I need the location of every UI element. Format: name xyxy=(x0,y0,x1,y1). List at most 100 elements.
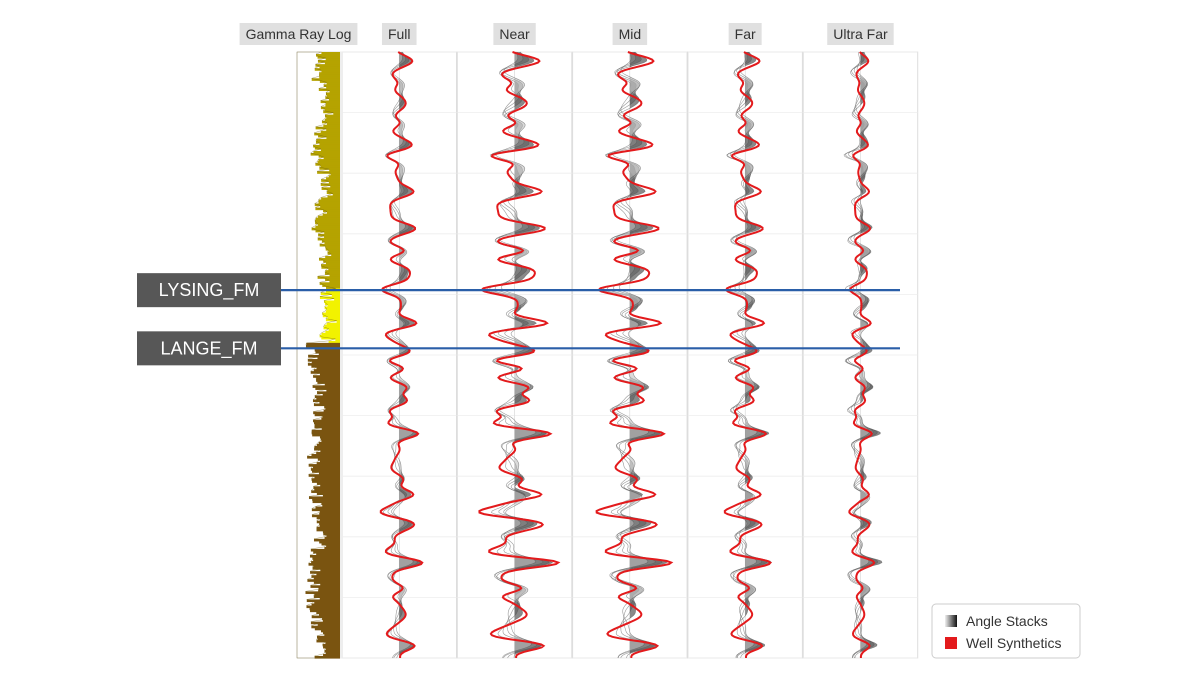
gamma-ray-sample xyxy=(319,401,340,405)
gamma-ray-sample xyxy=(317,237,340,241)
gamma-ray-panel xyxy=(296,51,341,659)
gamma-ray-sample xyxy=(311,575,340,578)
gamma-ray-sample xyxy=(326,177,340,180)
gamma-ray-sample xyxy=(324,62,340,65)
gamma-ray-sample xyxy=(314,395,340,399)
gamma-header-strip xyxy=(239,23,358,45)
ultra-far-angle-stack-trace xyxy=(845,51,874,659)
gamma-ray-sample xyxy=(315,225,340,229)
gamma-ray-sample xyxy=(319,518,340,522)
gamma-ray-sample xyxy=(321,120,340,124)
gamma-ray-sample xyxy=(316,462,340,465)
gamma-ray-sample xyxy=(310,609,340,613)
gamma-ray-sample xyxy=(318,155,340,158)
near-header-label: Near xyxy=(499,26,530,42)
ultra-far-header-label: Ultra Far xyxy=(833,26,888,42)
gamma-ray-sample xyxy=(323,653,340,657)
gamma-ray-sample xyxy=(324,300,340,304)
gamma-ray-sample xyxy=(311,365,340,368)
gamma-ray-sample xyxy=(318,589,340,592)
gamma-ray-sample xyxy=(319,72,340,75)
gamma-ray-sample xyxy=(336,320,340,324)
gamma-ray-sample xyxy=(310,153,340,156)
gamma-ray-sample xyxy=(319,522,340,526)
lysing_fm-label-box xyxy=(137,273,281,308)
gamma-ray-sample xyxy=(311,490,340,493)
gamma-ray-sample xyxy=(317,276,340,279)
full-header-strip xyxy=(381,23,417,45)
gamma-ray-sample xyxy=(311,603,340,607)
gamma-ray-sample xyxy=(328,98,340,102)
gamma-ray-sample xyxy=(321,266,340,269)
gamma-ray-sample xyxy=(326,122,340,126)
gamma-ray-sample xyxy=(318,352,340,356)
gamma-ray-sample xyxy=(325,92,340,96)
gamma-ray-sample xyxy=(307,363,340,366)
gamma-ray-sample xyxy=(308,563,340,566)
gamma-ray-sample xyxy=(318,88,340,91)
gamma-ray-sample xyxy=(318,472,340,475)
gamma-ray-sample xyxy=(320,292,340,295)
gamma-ray-sample xyxy=(315,207,340,211)
gamma-ray-sample xyxy=(311,561,340,564)
gamma-ray-sample xyxy=(331,254,340,257)
gamma-ray-sample xyxy=(311,227,340,231)
gamma-ray-sample xyxy=(321,629,340,633)
gamma-ray-sample xyxy=(312,498,340,502)
gamma-ray-sample xyxy=(326,534,340,538)
gamma-ray-sample xyxy=(313,403,340,407)
gamma-ray-sample xyxy=(326,290,340,293)
full-header-label: Full xyxy=(388,26,411,42)
gamma-ray-sample xyxy=(326,86,340,89)
mid-angle-stack-fill xyxy=(629,52,649,658)
gamma-ray-sample xyxy=(311,361,340,364)
gamma-ray-sample xyxy=(315,506,340,510)
gamma-ray-sample xyxy=(314,488,340,491)
gamma-ray-sample xyxy=(313,538,340,542)
gamma-ray-sample xyxy=(313,595,340,598)
gamma-ray-sample xyxy=(326,136,340,140)
ultra-far-header-strip xyxy=(827,23,894,45)
gamma-ray-sample xyxy=(323,209,340,213)
gamma-ray-sample xyxy=(318,441,340,445)
gamma-ray-sample xyxy=(320,437,340,441)
gamma-ray-sample xyxy=(305,344,340,348)
gamma-ray-sample xyxy=(324,546,340,550)
gamma-ray-sample xyxy=(315,163,340,166)
gamma-ray-sample xyxy=(323,157,340,160)
gamma-ray-sample xyxy=(316,639,340,643)
well-synthetics-legend-label: Well Synthetics xyxy=(966,635,1061,651)
formation-tops: LYSING_FM LANGE_FM xyxy=(137,273,900,366)
gamma-ray-sample xyxy=(320,183,340,186)
gamma-ray-sample xyxy=(331,294,340,298)
gamma-ray-sample xyxy=(317,391,340,394)
gamma-ray-sample xyxy=(321,427,340,431)
gamma-ray-sample xyxy=(317,161,340,164)
gamma-ray-sample xyxy=(322,312,340,316)
gamma-ray-sample xyxy=(319,167,340,170)
gamma-ray-sample xyxy=(310,371,340,374)
gamma-ray-sample xyxy=(315,64,340,67)
gamma-ray-sample xyxy=(311,615,340,619)
gamma-ray-sample xyxy=(306,599,340,603)
gamma-ray-sample xyxy=(313,581,340,584)
angle-stacks-swatch xyxy=(945,615,957,627)
gamma-ray-sample xyxy=(324,324,340,328)
gamma-ray-sample xyxy=(320,130,340,134)
gamma-ray-sample xyxy=(311,514,340,518)
far-well-synthetic xyxy=(723,51,772,658)
ultra-far-well-synthetic xyxy=(848,51,876,658)
mid-header-label: Mid xyxy=(619,26,642,42)
gamma-ray-sample xyxy=(321,239,340,243)
gamma-ray-sample xyxy=(313,150,340,154)
gamma-ray-sample xyxy=(319,510,340,514)
gamma-ray-sample xyxy=(322,617,340,621)
gamma-ray-sample xyxy=(314,655,340,659)
gamma-ray-sample xyxy=(316,520,340,524)
gamma-ray-sample xyxy=(320,583,340,586)
gamma-ray-sample xyxy=(313,486,340,489)
gamma-ray-sample xyxy=(330,185,340,188)
near-well-synthetic xyxy=(478,51,561,658)
gamma-ray-sample xyxy=(326,308,340,312)
gamma-ray-sample xyxy=(313,375,340,378)
